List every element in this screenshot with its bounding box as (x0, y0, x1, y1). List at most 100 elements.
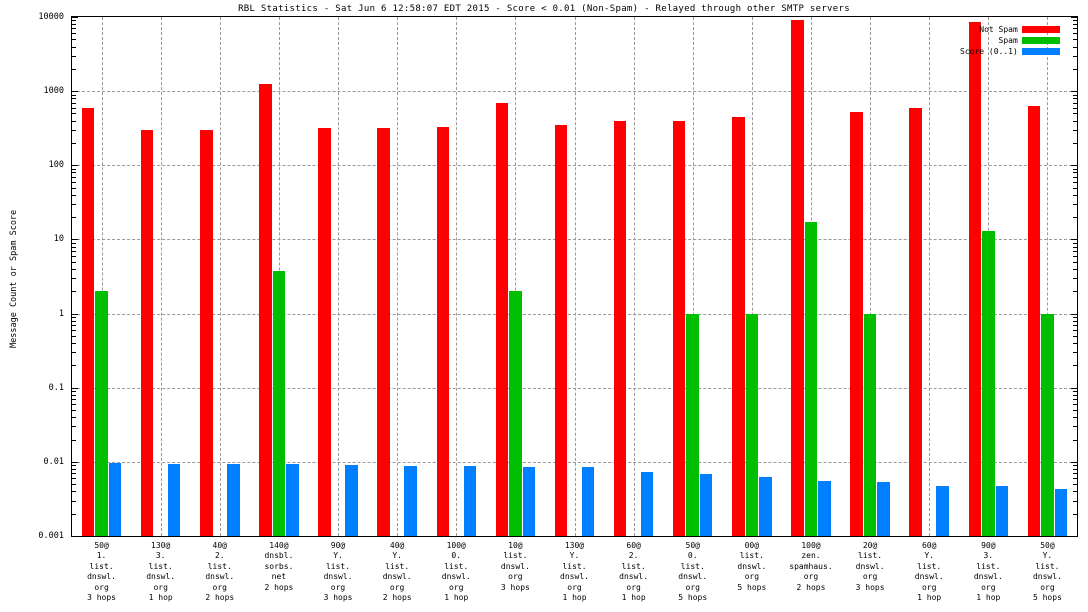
y-axis-minor-tick (1073, 320, 1077, 322)
bar-not-spam (495, 102, 509, 536)
x-axis-tick-label: 130@ 3. list. dnswl. org 1 hop (116, 541, 206, 603)
y-axis-minor-tick (72, 120, 76, 122)
y-axis-minor-tick (72, 491, 76, 493)
bar-spam (509, 291, 522, 536)
y-axis-minor-tick (72, 107, 76, 109)
x-axis-label-line: 1. (96, 551, 107, 561)
y-axis-minor-tick (1073, 325, 1077, 327)
x-axis-label-line: dnswl. (323, 572, 353, 582)
y-axis-minor-tick (1073, 473, 1077, 475)
x-axis-label-line: org (94, 582, 109, 592)
x-axis-label-line: list. (917, 561, 942, 571)
y-axis-minor-tick (72, 176, 76, 178)
legend-label: Not Spam (979, 25, 1018, 34)
legend-entry: Score (0..1) (960, 46, 1060, 57)
y-axis-minor-tick (1073, 439, 1077, 441)
x-axis-label-line: 1 hop (444, 593, 469, 603)
y-axis-tick (1071, 387, 1077, 389)
y-axis-minor-tick (1073, 316, 1077, 318)
x-axis-label-line: net (271, 572, 287, 582)
y-axis-tick-label: 0.1 (48, 382, 64, 393)
y-axis-tick (1071, 91, 1077, 93)
x-axis-label-line: 3 hops (500, 582, 530, 592)
y-axis-minor-tick (72, 473, 76, 475)
bar-not-spam (318, 127, 331, 536)
gridline-vertical (633, 17, 635, 536)
legend-entry: Not Spam (960, 24, 1060, 35)
y-axis-minor-tick (72, 320, 76, 322)
y-axis-minor-tick (1073, 129, 1077, 131)
x-axis-label-line: Y. (924, 551, 935, 561)
x-axis-label-line: dnswl. (560, 572, 589, 582)
y-axis-tick-label: 0.01 (43, 456, 64, 467)
bar-score (227, 463, 240, 536)
gridline-vertical (219, 17, 221, 536)
bar-score (404, 465, 417, 536)
x-axis-label-line: 50@ (94, 541, 109, 550)
y-axis-minor-tick (1073, 172, 1077, 174)
y-axis-minor-tick (72, 417, 76, 419)
y-axis-minor-tick (72, 68, 76, 70)
y-axis-minor-tick (72, 28, 76, 30)
x-axis-label-line: 2 hops (382, 593, 412, 603)
y-axis-tick (72, 536, 78, 537)
x-axis-tick-label: 20@ list. dnswl. org 3 hops (825, 541, 915, 593)
bar-spam (863, 313, 877, 536)
y-axis-tick-label: 0.001 (38, 531, 64, 541)
y-axis-minor-tick (1073, 352, 1077, 354)
x-axis-label-line: 0. (451, 551, 462, 561)
y-axis-minor-tick (1073, 217, 1077, 219)
x-axis-tick-label: 90@ 3. list. dnswl. org 1 hop (943, 541, 1033, 603)
y-axis-minor-tick (72, 335, 76, 337)
y-axis-minor-tick (1073, 98, 1077, 100)
y-axis-minor-tick (1073, 469, 1077, 471)
y-axis-minor-tick (1073, 261, 1077, 263)
y-axis-minor-tick (1073, 242, 1077, 244)
y-axis-minor-tick (72, 278, 76, 280)
x-axis-label-line: 00@ (744, 541, 760, 550)
y-axis-minor-tick (72, 391, 76, 393)
y-axis-minor-tick (1073, 513, 1077, 515)
x-axis-label-line: org (744, 572, 760, 582)
x-axis-tick-label: 50@ 0. list. dnswl. org 5 hops (648, 541, 738, 603)
x-axis-label-line: zen. (801, 551, 821, 561)
y-axis-tick (72, 387, 78, 389)
x-axis-label-line: Y. (1042, 551, 1053, 561)
y-axis-minor-tick (1073, 426, 1077, 428)
x-axis-label-line: dnswl. (1032, 572, 1062, 582)
x-axis-label-line: dnswl. (678, 572, 708, 582)
x-axis-label-line: org (449, 582, 464, 592)
bar-spam (804, 222, 818, 536)
x-axis-label-line: 60@ (921, 541, 937, 550)
x-axis-label-line: list. (385, 561, 410, 571)
x-axis-label-line: 140@ (269, 541, 289, 550)
y-axis-minor-tick (1073, 399, 1077, 401)
bar-spam (95, 291, 108, 536)
x-axis-label-line: 1 hop (148, 593, 173, 603)
bar-spam (982, 230, 995, 536)
x-axis-label-line: list. (89, 561, 114, 571)
y-axis-minor-tick (1073, 404, 1077, 406)
y-axis-minor-tick (1073, 330, 1077, 332)
x-axis-label-line: 0. (687, 551, 698, 561)
y-axis-minor-tick (1073, 68, 1077, 70)
gridline-vertical (751, 17, 753, 536)
y-axis-minor-tick (72, 330, 76, 332)
gridline-vertical (929, 17, 931, 536)
x-axis-label-line: dnsbl. (264, 551, 294, 561)
y-axis-minor-tick (72, 242, 76, 244)
y-axis-minor-tick (72, 261, 76, 263)
bar-not-spam (850, 112, 863, 536)
bar-score (286, 463, 299, 536)
x-axis-label-line: org (330, 582, 346, 592)
y-axis-minor-tick (72, 365, 76, 367)
x-axis-label-line: 3. (155, 551, 166, 561)
y-axis-minor-tick (72, 439, 76, 441)
bar-score (1054, 489, 1068, 536)
gridline-vertical (692, 17, 694, 536)
x-axis-label-line: 40@ (389, 541, 405, 550)
x-axis-label-line: 1 hop (562, 593, 587, 603)
x-axis-label-line: 5 hops (1032, 593, 1062, 603)
y-axis-minor-tick (72, 98, 76, 100)
y-axis-minor-tick (72, 246, 76, 248)
